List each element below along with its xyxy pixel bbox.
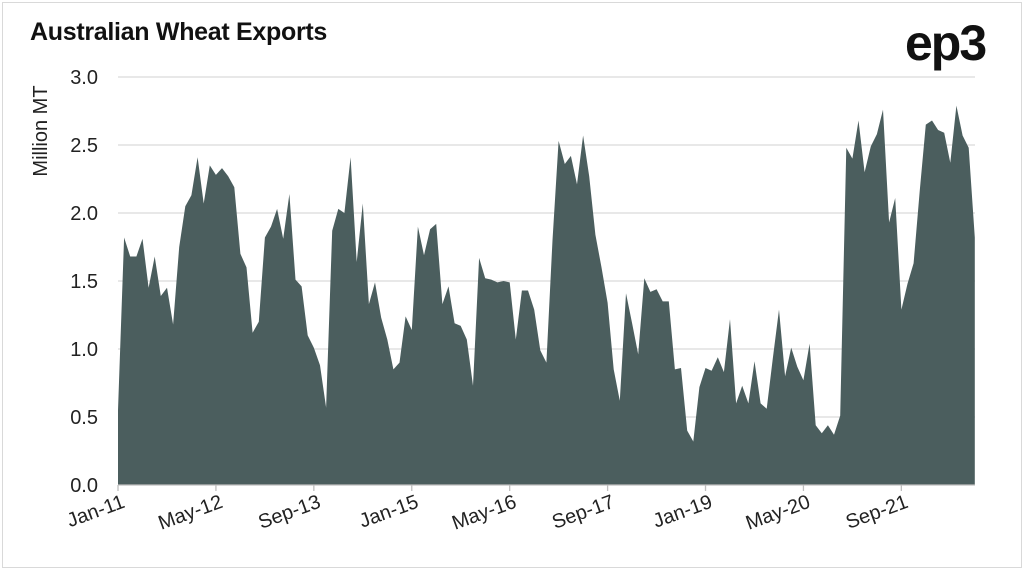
x-tick-label: Sep-21 bbox=[843, 491, 911, 534]
x-tick-label: May-12 bbox=[155, 491, 225, 534]
ep3-logo: ep3 bbox=[905, 15, 987, 71]
x-tick-label: Jan-11 bbox=[64, 491, 128, 532]
y-tick-label: 2.5 bbox=[70, 135, 98, 157]
y-tick-label: 1.0 bbox=[70, 339, 98, 361]
area-fill bbox=[118, 105, 975, 485]
x-tick-label: May-16 bbox=[449, 491, 519, 534]
x-tick-label: Jan-19 bbox=[650, 491, 715, 533]
x-tick-label: May-20 bbox=[743, 491, 813, 534]
y-axis-label: Million MT bbox=[30, 85, 52, 176]
y-tick-label: 2.0 bbox=[70, 203, 98, 225]
y-tick-label: 0.0 bbox=[70, 475, 98, 497]
area-series bbox=[118, 105, 975, 485]
y-tick-label: 0.5 bbox=[70, 407, 98, 429]
y-tick-label: 3.0 bbox=[70, 67, 98, 89]
chart-title: Australian Wheat Exports bbox=[30, 18, 328, 46]
x-tick-label: Sep-17 bbox=[549, 491, 617, 534]
x-tick-label: Jan-15 bbox=[356, 491, 421, 533]
y-tick-label: 1.5 bbox=[70, 271, 98, 293]
x-tick-label: Sep-13 bbox=[255, 491, 323, 534]
